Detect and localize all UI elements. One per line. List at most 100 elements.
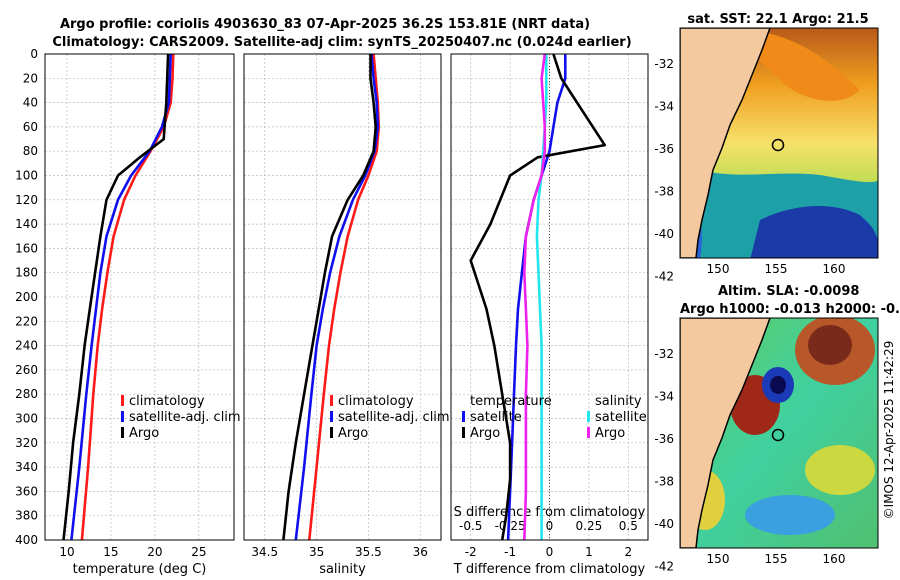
x-tick-label: 2 — [624, 545, 632, 559]
x-tick-label: 0 — [546, 545, 554, 559]
legend-argo-label: Argo — [338, 426, 368, 441]
lat-tick-label: -40 — [654, 227, 674, 241]
difference-legend: temperature satellite Argo salinity sate… — [462, 394, 647, 441]
legend-climatology-label: climatology — [129, 394, 205, 409]
x2-axis-label: S difference from climatology — [454, 505, 646, 520]
salinity-panel: 34.5 35 35.5 36 salinity — [243, 53, 442, 577]
lon-tick-label: 150 — [707, 262, 730, 276]
temperature-panel: 10 15 20 25 temperature (deg C) — [44, 53, 235, 577]
sla-map-title-line2: Argo h1000: -0.013 h2000: -0.034 — [680, 302, 900, 317]
legend-argo-swatch — [330, 427, 333, 438]
lon-tick-label: 155 — [765, 262, 788, 276]
legend-s-satellite-swatch — [587, 411, 590, 422]
lat-tick-label: -40 — [654, 517, 674, 531]
sla-low-eddy-core — [770, 376, 786, 394]
depth-tick-label: 280 — [15, 387, 38, 401]
depth-tick-label: 340 — [15, 460, 38, 474]
legend-s-argo-label: Argo — [595, 426, 625, 441]
legend-salinity-heading: salinity — [595, 394, 642, 409]
x-tick-label: 1 — [585, 545, 593, 559]
depth-tick-label: 40 — [23, 96, 38, 110]
x2-tick-label: 0.5 — [619, 519, 638, 533]
depth-tick-label: 300 — [15, 412, 38, 426]
lat-tick-label: -32 — [654, 347, 674, 361]
legend-satellite-clim-label: satellite-adj. clim — [129, 410, 241, 425]
lat-tick-label: -38 — [654, 475, 674, 489]
lat-tick-label: -34 — [654, 100, 674, 114]
depth-tick-label: 320 — [15, 436, 38, 450]
sla-map-frame — [679, 317, 879, 549]
legend-temperature-heading: temperature — [470, 394, 552, 409]
series-line-salinity-satellite — [535, 54, 548, 540]
series-line-climatology — [80, 53, 175, 541]
sla-map — [680, 318, 878, 548]
x2-tick-label: 0 — [546, 519, 554, 533]
legend-t-argo-label: Argo — [470, 426, 500, 441]
lat-tick-label: -32 — [654, 57, 674, 71]
lat-tick-label: -38 — [654, 185, 674, 199]
x-tick-label: 36 — [413, 545, 428, 559]
lat-tick-label: -34 — [654, 390, 674, 404]
depth-tick-label: 120 — [15, 193, 38, 207]
x2-tick-label: 0.25 — [576, 519, 603, 533]
series-line-satellite-adj-clim — [70, 53, 172, 541]
depth-tick-label: 60 — [23, 120, 38, 134]
depth-tick-label: 400 — [15, 533, 38, 547]
depth-tick-label: 160 — [15, 241, 38, 255]
sst-warm-eddy — [740, 30, 860, 101]
x-tick-label: 20 — [147, 545, 162, 559]
depth-tick-label: 240 — [15, 339, 38, 353]
x2-tick-label: -0.5 — [459, 519, 482, 533]
lon-tick-label: 150 — [707, 552, 730, 566]
imos-timestamp: ©IMOS 12-Apr-2025 11:42:29 — [882, 341, 896, 520]
x-tick-label: 25 — [191, 545, 206, 559]
depth-tick-label: 200 — [15, 290, 38, 304]
x-tick-label: 34.5 — [251, 545, 278, 559]
x-axis-label: salinity — [319, 562, 366, 577]
plot-frame — [450, 53, 649, 541]
depth-tick-label: 360 — [15, 484, 38, 498]
x-tick-label: -2 — [465, 545, 477, 559]
depth-tick-label: 20 — [23, 71, 38, 85]
legend-satellite-clim-swatch — [330, 411, 333, 422]
legend-t-satellite-swatch — [462, 411, 465, 422]
temperature-legend: climatology satellite-adj. clim Argo — [121, 394, 241, 441]
lon-tick-label: 160 — [823, 552, 846, 566]
x-axis-label: temperature (deg C) — [73, 562, 207, 577]
plot-frame — [243, 53, 442, 541]
depth-tick-label: 260 — [15, 363, 38, 377]
depth-tick-label: 380 — [15, 509, 38, 523]
lat-tick-label: -42 — [654, 270, 674, 284]
lat-tick-label: -42 — [654, 560, 674, 574]
legend-s-argo-swatch — [587, 427, 590, 438]
depth-tick-label: 80 — [23, 144, 38, 158]
x2-tick-label: -0.25 — [495, 519, 526, 533]
depth-tick-label: 140 — [15, 217, 38, 231]
depth-tick-label: 100 — [15, 169, 38, 183]
sla-south-low — [745, 495, 835, 535]
legend-satellite-clim-swatch — [121, 411, 124, 422]
depth-tick-label: 180 — [15, 266, 38, 280]
sla-south-patch — [805, 445, 875, 495]
figure-title-line1: Argo profile: coriolis 4903630_83 07-Apr… — [60, 17, 590, 32]
sla-land — [680, 318, 771, 548]
sst-map-title: sat. SST: 22.1 Argo: 21.5 — [687, 12, 868, 27]
legend-climatology-swatch — [330, 395, 333, 406]
legend-climatology-swatch — [121, 395, 124, 406]
sla-map-title-line1: Altim. SLA: -0.0098 — [718, 284, 859, 299]
sst-profile-marker — [771, 138, 785, 152]
sst-map — [680, 28, 878, 258]
x-tick-label: -1 — [504, 545, 516, 559]
x-axis-label: T difference from climatology — [453, 562, 646, 577]
sst-land — [680, 28, 771, 258]
series-line-temperature-argo — [469, 53, 606, 541]
legend-s-satellite-label: satellite — [595, 410, 647, 425]
legend-satellite-clim-label: satellite-adj. clim — [338, 410, 450, 425]
lon-tick-label: 155 — [765, 552, 788, 566]
sla-profile-marker — [771, 428, 785, 442]
x-tick-label: 15 — [103, 545, 118, 559]
sst-map-frame — [679, 27, 879, 259]
series-line-argo — [282, 54, 377, 541]
figure-title-line2: Climatology: CARS2009. Satellite-adj cli… — [52, 35, 631, 50]
